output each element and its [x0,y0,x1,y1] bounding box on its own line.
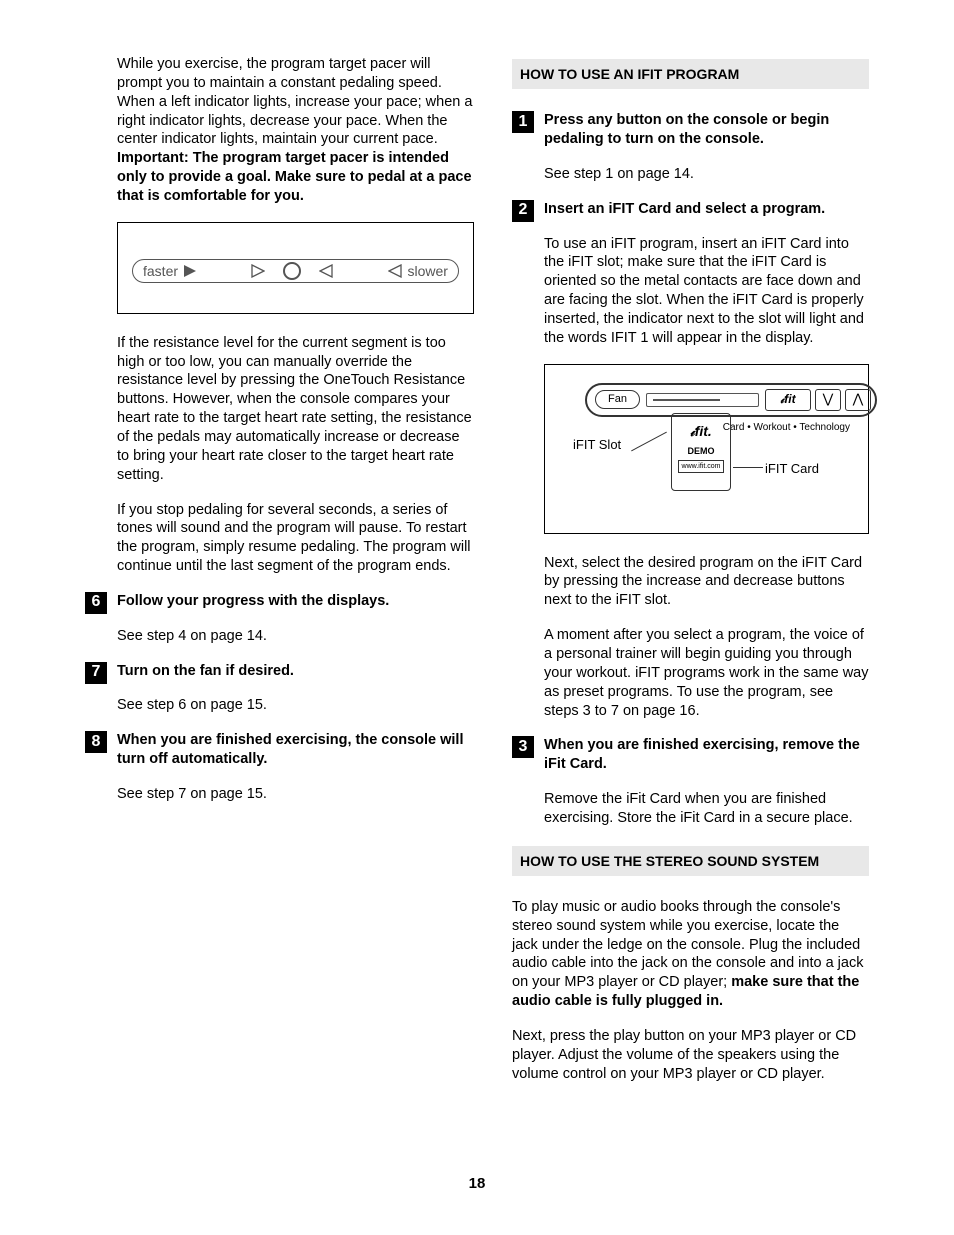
card-leader-line [733,467,763,468]
step-8-body: See step 7 on page 15. [117,785,474,804]
ifit-slot-icon [646,393,759,407]
pacer-diagram: faster slower [117,222,474,314]
ifit-card-logo: 𝒾fit. [672,422,730,440]
ifit-step-2-p3: A moment after you select a program, the… [544,626,869,720]
ifit-step-1-body: See step 1 on page 14. [544,165,869,184]
two-column-layout: While you exercise, the program target p… [85,55,869,1100]
ifit-step-2-badge: 2 [512,200,534,222]
ifit-section-header: HOW TO USE AN IFIT PROGRAM [512,59,869,89]
intro-bold: Important: The program target pacer is i… [117,150,472,204]
step-8-badge: 8 [85,731,107,753]
ifit-step-2: 2 Insert an iFIT Card and select a progr… [512,200,869,721]
ifit-diagram: Fan 𝒾fit ⋁ ⋀ Card • Workout • Technology… [544,364,869,534]
left-column: While you exercise, the program target p… [85,55,474,1100]
page-number: 18 [0,1174,954,1194]
stereo-section-header: HOW TO USE THE STEREO SOUND SYSTEM [512,846,869,876]
ifit-logo-tab: 𝒾fit [765,389,811,411]
ifit-card-demo: DEMO [672,446,730,458]
step-6-badge: 6 [85,592,107,614]
fan-button-label: Fan [595,390,640,408]
step-8-title: When you are finished exercising, the co… [117,731,474,769]
step-6: 6 Follow your progress with the displays… [85,592,474,646]
ifit-step-1: 1 Press any button on the console or beg… [512,111,869,184]
pacer-faster-label: faster [143,262,178,280]
ifit-tagline: Card • Workout • Technology [723,421,850,434]
increase-button-icon: ⋀ [845,389,871,411]
ifit-card-label: iFIT Card [765,461,819,478]
ifit-step-2-p1: To use an iFIT program, insert an iFIT C… [544,235,869,348]
ifit-slot-label: iFIT Slot [573,437,621,454]
ifit-step-3-body: Remove the iFit Card when you are finish… [544,790,869,828]
step-7-body: See step 6 on page 15. [117,696,474,715]
ifit-console-panel: Fan 𝒾fit ⋁ ⋀ [585,383,877,417]
arrow-left-hollow-icon [319,264,333,278]
arrow-right-hollow-icon [251,264,265,278]
pacer-center-icon [283,262,301,280]
ifit-step-1-badge: 1 [512,111,534,133]
stereo-paragraph-2: Next, press the play button on your MP3 … [512,1027,869,1084]
ifit-step-1-title: Press any button on the console or begin… [544,111,869,149]
ifit-step-3-title: When you are finished exercising, remove… [544,736,869,774]
ifit-step-2-p2: Next, select the desired program on the … [544,554,869,611]
step-6-body: See step 4 on page 14. [117,627,474,646]
step-6-title: Follow your progress with the displays. [117,592,474,611]
pacer-slower-label: slower [408,262,448,280]
ifit-step-3-badge: 3 [512,736,534,758]
ifit-card-url: www.ifit.com [678,460,724,473]
resistance-paragraph: If the resistance level for the current … [117,334,474,485]
step-7-title: Turn on the fan if desired. [117,662,474,681]
ifit-step-2-title: Insert an iFIT Card and select a program… [544,200,869,219]
step-7: 7 Turn on the fan if desired. See step 6… [85,662,474,716]
ifit-card-graphic: 𝒾fit. DEMO www.ifit.com [671,413,731,491]
step-7-badge: 7 [85,662,107,684]
arrow-right-filled-icon [184,265,196,277]
arrow-left-hollow2-icon [388,264,402,278]
right-column: HOW TO USE AN IFIT PROGRAM 1 Press any b… [512,55,869,1100]
stereo-paragraph-1: To play music or audio books through the… [512,898,869,1011]
intro-paragraph: While you exercise, the program target p… [117,55,474,206]
slot-leader-line [631,431,667,451]
step-8: 8 When you are finished exercising, the … [85,731,474,804]
ifit-step-3: 3 When you are finished exercising, remo… [512,736,869,827]
pause-paragraph: If you stop pedaling for several seconds… [117,501,474,576]
decrease-button-icon: ⋁ [815,389,841,411]
pacer-pill: faster slower [132,259,459,283]
intro-text: While you exercise, the program target p… [117,56,472,147]
